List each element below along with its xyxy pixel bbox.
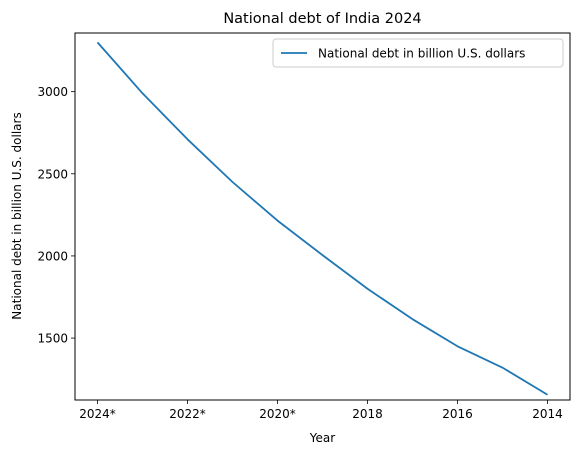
chart-title: National debt of India 2024 — [223, 11, 421, 27]
y-axis-label: National debt in billion U.S. dollars — [10, 112, 24, 319]
x-tick-label: 2022* — [169, 407, 206, 421]
x-tick-label: 2014 — [532, 407, 563, 421]
legend: National debt in billion U.S. dollars — [272, 38, 564, 68]
legend-box — [272, 38, 564, 68]
y-tick-label: 2000 — [37, 249, 68, 263]
x-tick-label: 2020* — [259, 407, 296, 421]
y-tick-label: 1500 — [37, 332, 68, 346]
y-axis: 1500 2000 2500 3000 — [37, 85, 75, 346]
y-tick-label: 3000 — [37, 85, 68, 99]
x-tick-label: 2018 — [352, 407, 383, 421]
series-layer — [96, 41, 548, 396]
y-tick-label: 2500 — [37, 167, 68, 181]
x-tick-label: 2016 — [442, 407, 473, 421]
x-tick-label: 2024* — [79, 407, 116, 421]
series-line — [96, 41, 548, 396]
x-axis: 2024* 2022* 2020* 2018 2016 2014 — [79, 400, 563, 421]
plot-frame — [74, 32, 571, 401]
legend-label: National debt in billion U.S. dollars — [318, 47, 525, 61]
x-axis-label: Year — [309, 431, 335, 445]
plot-area — [74, 32, 571, 401]
